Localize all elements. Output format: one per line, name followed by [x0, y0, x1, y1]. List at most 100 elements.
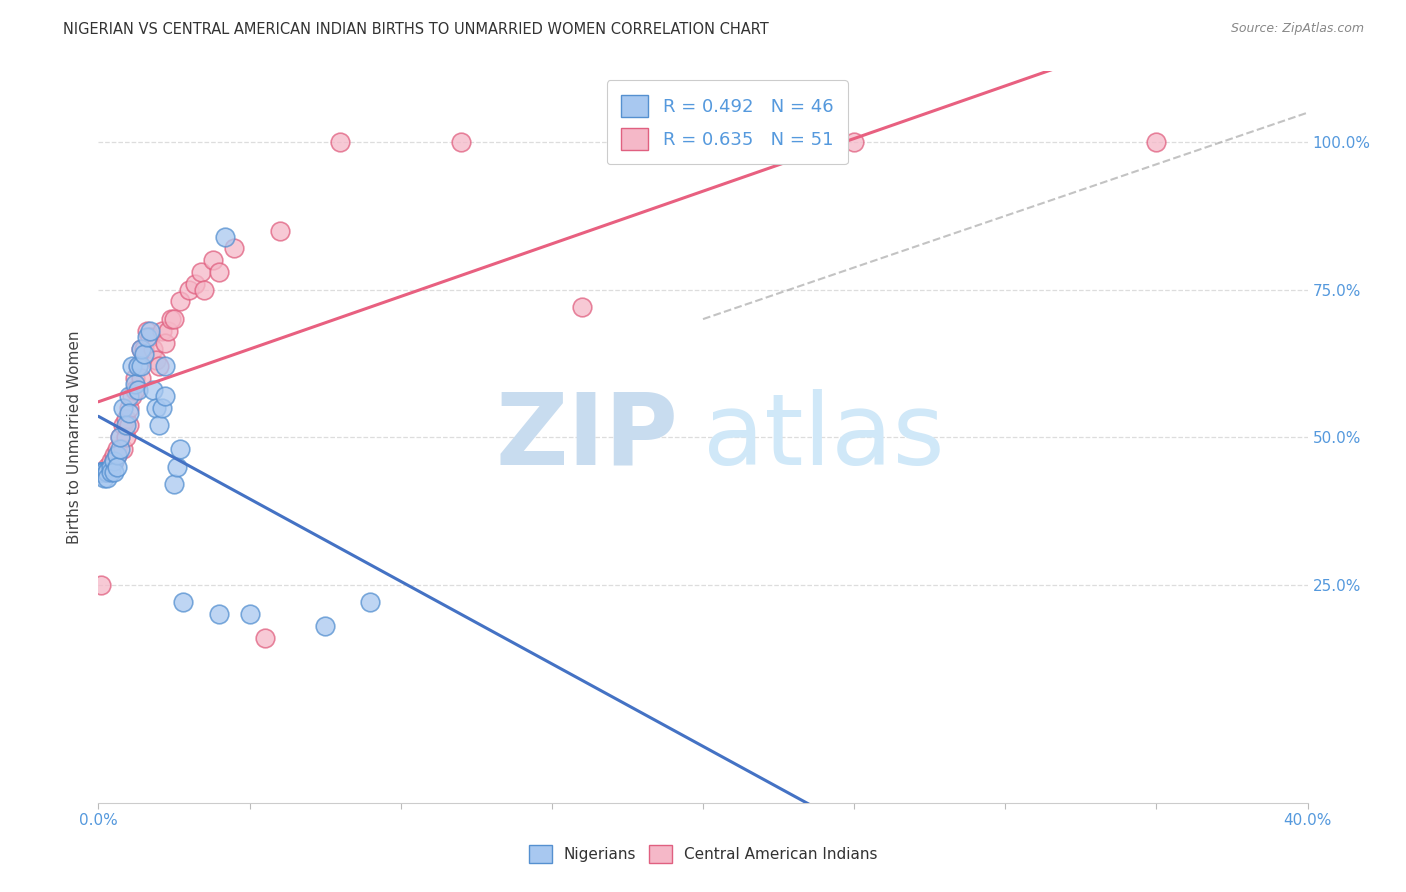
Point: [124, 383, 146, 397]
Point: [90, 466, 112, 480]
Point: [114, 412, 136, 426]
Point: [127, 359, 149, 374]
Point: [108, 430, 131, 444]
Point: [100, 453, 122, 467]
Point: [571, 301, 593, 315]
Point: [208, 265, 231, 279]
Point: [160, 312, 183, 326]
Point: [145, 401, 167, 415]
Point: [163, 312, 186, 326]
Text: NIGERIAN VS CENTRAL AMERICAN INDIAN BIRTHS TO UNMARRIED WOMEN CORRELATION CHART: NIGERIAN VS CENTRAL AMERICAN INDIAN BIRT…: [63, 22, 769, 37]
Point: [90, 466, 112, 480]
Point: [100, 459, 122, 474]
Point: [96, 466, 118, 480]
Point: [93, 471, 115, 485]
Point: [214, 229, 236, 244]
Point: [108, 430, 131, 444]
Point: [90, 466, 112, 480]
Point: [103, 453, 125, 467]
Point: [118, 407, 141, 421]
Point: [96, 459, 118, 474]
Point: [118, 418, 141, 433]
Point: [253, 631, 276, 645]
Text: Source: ZipAtlas.com: Source: ZipAtlas.com: [1230, 22, 1364, 36]
Point: [129, 371, 152, 385]
Point: [118, 401, 141, 415]
Y-axis label: Births to Unmarried Women: Births to Unmarried Women: [67, 330, 83, 544]
Point: [132, 347, 155, 361]
Point: [90, 466, 112, 480]
Point: [103, 453, 125, 467]
Legend: Nigerians, Central American Indians: Nigerians, Central American Indians: [522, 837, 884, 871]
Point: [105, 448, 128, 462]
Point: [127, 359, 149, 374]
Point: [96, 466, 118, 480]
Point: [269, 224, 291, 238]
Point: [90, 466, 112, 480]
Point: [103, 466, 125, 480]
Point: [105, 459, 128, 474]
Point: [166, 459, 188, 474]
Point: [169, 442, 191, 456]
Point: [239, 607, 262, 621]
Point: [127, 383, 149, 397]
Point: [153, 359, 176, 374]
Point: [190, 265, 212, 279]
Point: [139, 330, 162, 344]
Point: [114, 418, 136, 433]
Point: [132, 342, 155, 356]
Point: [93, 466, 115, 480]
Point: [118, 389, 141, 403]
Point: [193, 283, 215, 297]
Point: [142, 342, 165, 356]
Point: [111, 442, 134, 456]
Point: [124, 371, 146, 385]
Point: [184, 277, 207, 291]
Point: [121, 359, 143, 374]
Point: [360, 595, 382, 609]
Point: [450, 135, 472, 149]
Point: [163, 477, 186, 491]
Point: [150, 324, 173, 338]
Point: [93, 466, 115, 480]
Point: [844, 135, 866, 149]
Point: [103, 448, 125, 462]
Point: [111, 401, 134, 415]
Point: [124, 376, 146, 391]
Point: [121, 389, 143, 403]
Point: [105, 448, 128, 462]
Point: [129, 359, 152, 374]
Point: [208, 607, 231, 621]
Point: [96, 471, 118, 485]
Point: [148, 418, 170, 433]
Point: [135, 330, 157, 344]
Point: [224, 241, 246, 255]
Point: [114, 430, 136, 444]
Point: [148, 359, 170, 374]
Point: [156, 324, 179, 338]
Text: atlas: atlas: [703, 389, 945, 485]
Point: [139, 324, 162, 338]
Point: [129, 342, 152, 356]
Point: [1144, 135, 1167, 149]
Point: [314, 619, 336, 633]
Point: [100, 466, 122, 480]
Point: [93, 466, 115, 480]
Point: [172, 595, 194, 609]
Point: [329, 135, 352, 149]
Point: [93, 466, 115, 480]
Point: [145, 353, 167, 368]
Legend: R = 0.492   N = 46, R = 0.635   N = 51: R = 0.492 N = 46, R = 0.635 N = 51: [606, 80, 848, 164]
Point: [90, 577, 112, 591]
Point: [111, 418, 134, 433]
Point: [202, 253, 225, 268]
Point: [169, 294, 191, 309]
Point: [135, 324, 157, 338]
Point: [153, 335, 176, 350]
Point: [142, 383, 165, 397]
Point: [179, 283, 201, 297]
Point: [153, 389, 176, 403]
Point: [105, 442, 128, 456]
Point: [96, 466, 118, 480]
Point: [150, 401, 173, 415]
